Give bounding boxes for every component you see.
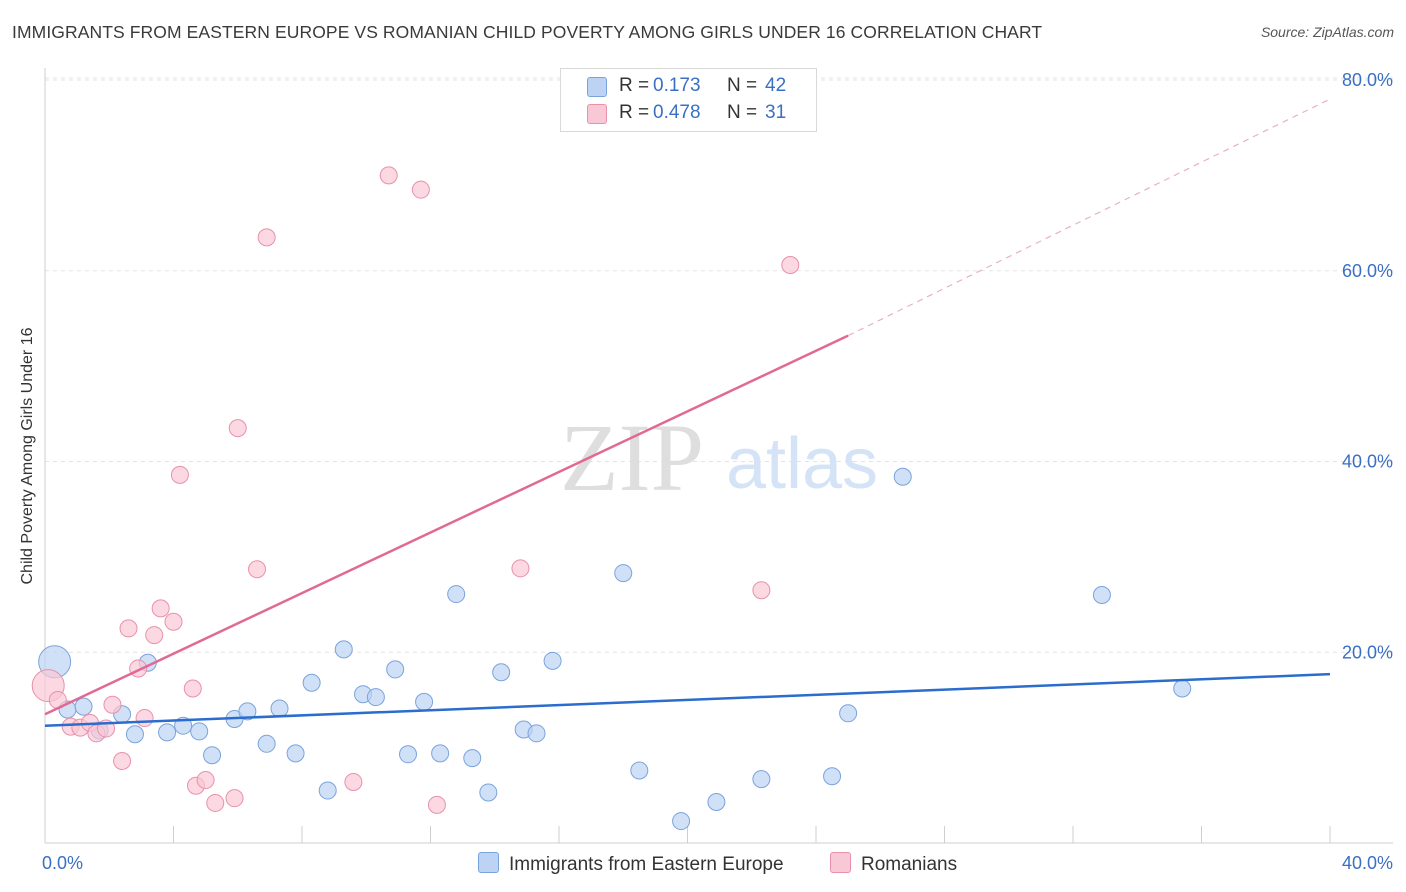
pink-point: [145, 626, 164, 645]
pink-point: [427, 795, 446, 814]
blue-point: [630, 761, 649, 780]
pink-point: [196, 771, 215, 790]
legend-label-blue: Immigrants from Eastern Europe: [509, 854, 784, 875]
trend-line-pink-extension: [847, 98, 1331, 337]
legend-r-value-blue: 0.173: [653, 75, 701, 96]
x-tick-label-min: 0.0%: [42, 853, 83, 873]
blue-point: [366, 688, 385, 707]
source-label: Source: ZipAtlas.com: [1260, 24, 1394, 40]
blue-point: [492, 663, 511, 682]
y-tick-label: 40.0%: [1342, 452, 1393, 472]
pink-point: [257, 228, 276, 247]
legend-swatch-blue: [478, 852, 499, 873]
legend-n-label: N =: [727, 75, 758, 96]
bottom-legend-blue[interactable]: Immigrants from Eastern Europe: [478, 852, 784, 876]
blue-point: [1092, 586, 1111, 605]
blue-point: [479, 783, 498, 802]
legend-n-value-pink: 31: [765, 102, 787, 123]
blue-point: [823, 767, 842, 786]
y-tick-label: 60.0%: [1342, 261, 1393, 281]
blue-point: [257, 734, 276, 753]
blue-point: [270, 699, 289, 718]
blue-point: [190, 722, 209, 741]
pink-point: [225, 789, 244, 808]
watermark: ZIP atlas: [560, 404, 878, 511]
legend-swatch-pink: [830, 852, 851, 873]
legend-n-value-blue: 42: [765, 75, 787, 96]
pink-point: [206, 793, 225, 812]
blue-point: [286, 744, 305, 763]
watermark-zip: ZIP: [560, 404, 704, 511]
blue-point: [893, 467, 912, 486]
blue-point: [707, 792, 726, 811]
legend-r-label: R =: [619, 75, 650, 96]
legend-r-value-pink: 0.478: [653, 102, 701, 123]
trend-lines: [44, 98, 1331, 727]
y-tick-label: 80.0%: [1342, 70, 1393, 90]
watermark-atlas: atlas: [726, 424, 878, 504]
blue-point: [527, 724, 546, 743]
pink-point: [183, 679, 202, 698]
blue-point: [839, 704, 858, 723]
axes: [44, 68, 1393, 844]
pink-point: [113, 751, 132, 770]
blue-point: [125, 725, 144, 744]
blue-point: [238, 702, 257, 721]
blue-point: [431, 744, 450, 763]
pink-point: [170, 465, 189, 484]
blue-point: [415, 692, 434, 711]
blue-point: [158, 723, 177, 742]
blue-point: [463, 749, 482, 768]
pink-point: [411, 180, 430, 199]
legend-label-pink: Romanians: [861, 854, 958, 875]
blue-point: [318, 781, 337, 800]
pink-point: [752, 581, 771, 600]
pink-point: [248, 560, 267, 579]
blue-point: [386, 660, 405, 679]
pink-point: [781, 256, 800, 275]
x-tick-label-max: 40.0%: [1342, 853, 1393, 873]
legend-swatch-blue: [587, 77, 607, 97]
blue-point: [543, 651, 562, 670]
blue-point: [447, 585, 466, 604]
pink-point: [164, 612, 183, 631]
pink-point: [511, 559, 530, 578]
trend-line-pink: [44, 334, 849, 716]
pink-point: [344, 772, 363, 791]
legend-r-label: R =: [619, 102, 650, 123]
bottom-legend-pink[interactable]: Romanians: [830, 852, 957, 876]
trend-line-blue: [44, 672, 1331, 727]
legend-n-label: N =: [727, 102, 758, 123]
grid-lines: [45, 77, 1393, 653]
pink-point: [119, 619, 138, 638]
chart-title: IMMIGRANTS FROM EASTERN EUROPE VS ROMANI…: [12, 22, 1043, 42]
legend-swatch-pink: [587, 104, 607, 124]
blue-point: [203, 746, 222, 765]
blue-point: [1173, 679, 1192, 698]
blue-point: [334, 640, 353, 659]
y-tick-label: 20.0%: [1342, 642, 1393, 662]
tick-labels: 20.0% 40.0% 60.0% 80.0% 0.0% 40.0%: [42, 70, 1393, 873]
pink-point: [228, 419, 247, 438]
blue-point: [614, 564, 633, 583]
pink-point: [135, 709, 154, 728]
series-blue-points: [38, 467, 1192, 831]
blue-point: [302, 673, 321, 692]
pink-point: [151, 599, 170, 618]
blue-point: [752, 770, 771, 789]
blue-point: [399, 745, 418, 764]
pink-point: [379, 166, 398, 185]
blue-point: [74, 697, 93, 716]
stats-legend: R = 0.173 N = 42 R = 0.478 N = 31: [560, 68, 817, 132]
blue-point: [672, 812, 691, 831]
pink-point: [103, 695, 122, 714]
